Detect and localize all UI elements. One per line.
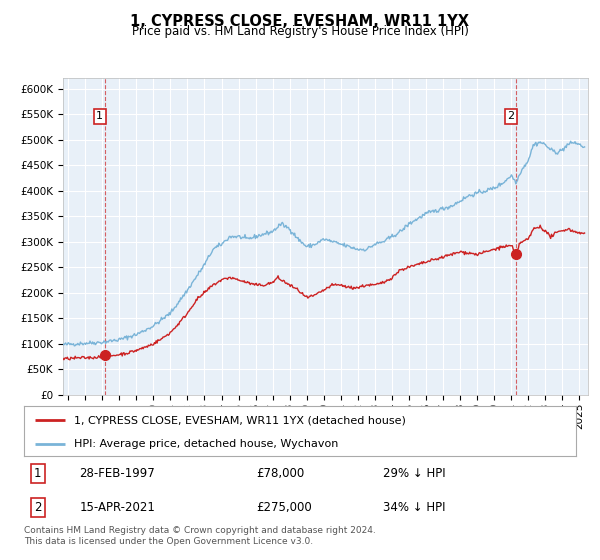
Text: 2: 2 (508, 111, 515, 122)
Text: £275,000: £275,000 (256, 501, 311, 514)
Text: 2: 2 (34, 501, 41, 514)
Text: 1: 1 (97, 111, 103, 122)
Text: 28-FEB-1997: 28-FEB-1997 (79, 467, 155, 480)
Text: 34% ↓ HPI: 34% ↓ HPI (383, 501, 445, 514)
Text: Price paid vs. HM Land Registry's House Price Index (HPI): Price paid vs. HM Land Registry's House … (131, 25, 469, 38)
Text: 1, CYPRESS CLOSE, EVESHAM, WR11 1YX (detached house): 1, CYPRESS CLOSE, EVESHAM, WR11 1YX (det… (74, 415, 406, 425)
Text: Contains HM Land Registry data © Crown copyright and database right 2024.
This d: Contains HM Land Registry data © Crown c… (24, 526, 376, 546)
Text: HPI: Average price, detached house, Wychavon: HPI: Average price, detached house, Wych… (74, 439, 338, 449)
Text: 1: 1 (34, 467, 41, 480)
Text: £78,000: £78,000 (256, 467, 304, 480)
Text: 15-APR-2021: 15-APR-2021 (79, 501, 155, 514)
Text: 29% ↓ HPI: 29% ↓ HPI (383, 467, 445, 480)
Text: 1, CYPRESS CLOSE, EVESHAM, WR11 1YX: 1, CYPRESS CLOSE, EVESHAM, WR11 1YX (131, 14, 470, 29)
